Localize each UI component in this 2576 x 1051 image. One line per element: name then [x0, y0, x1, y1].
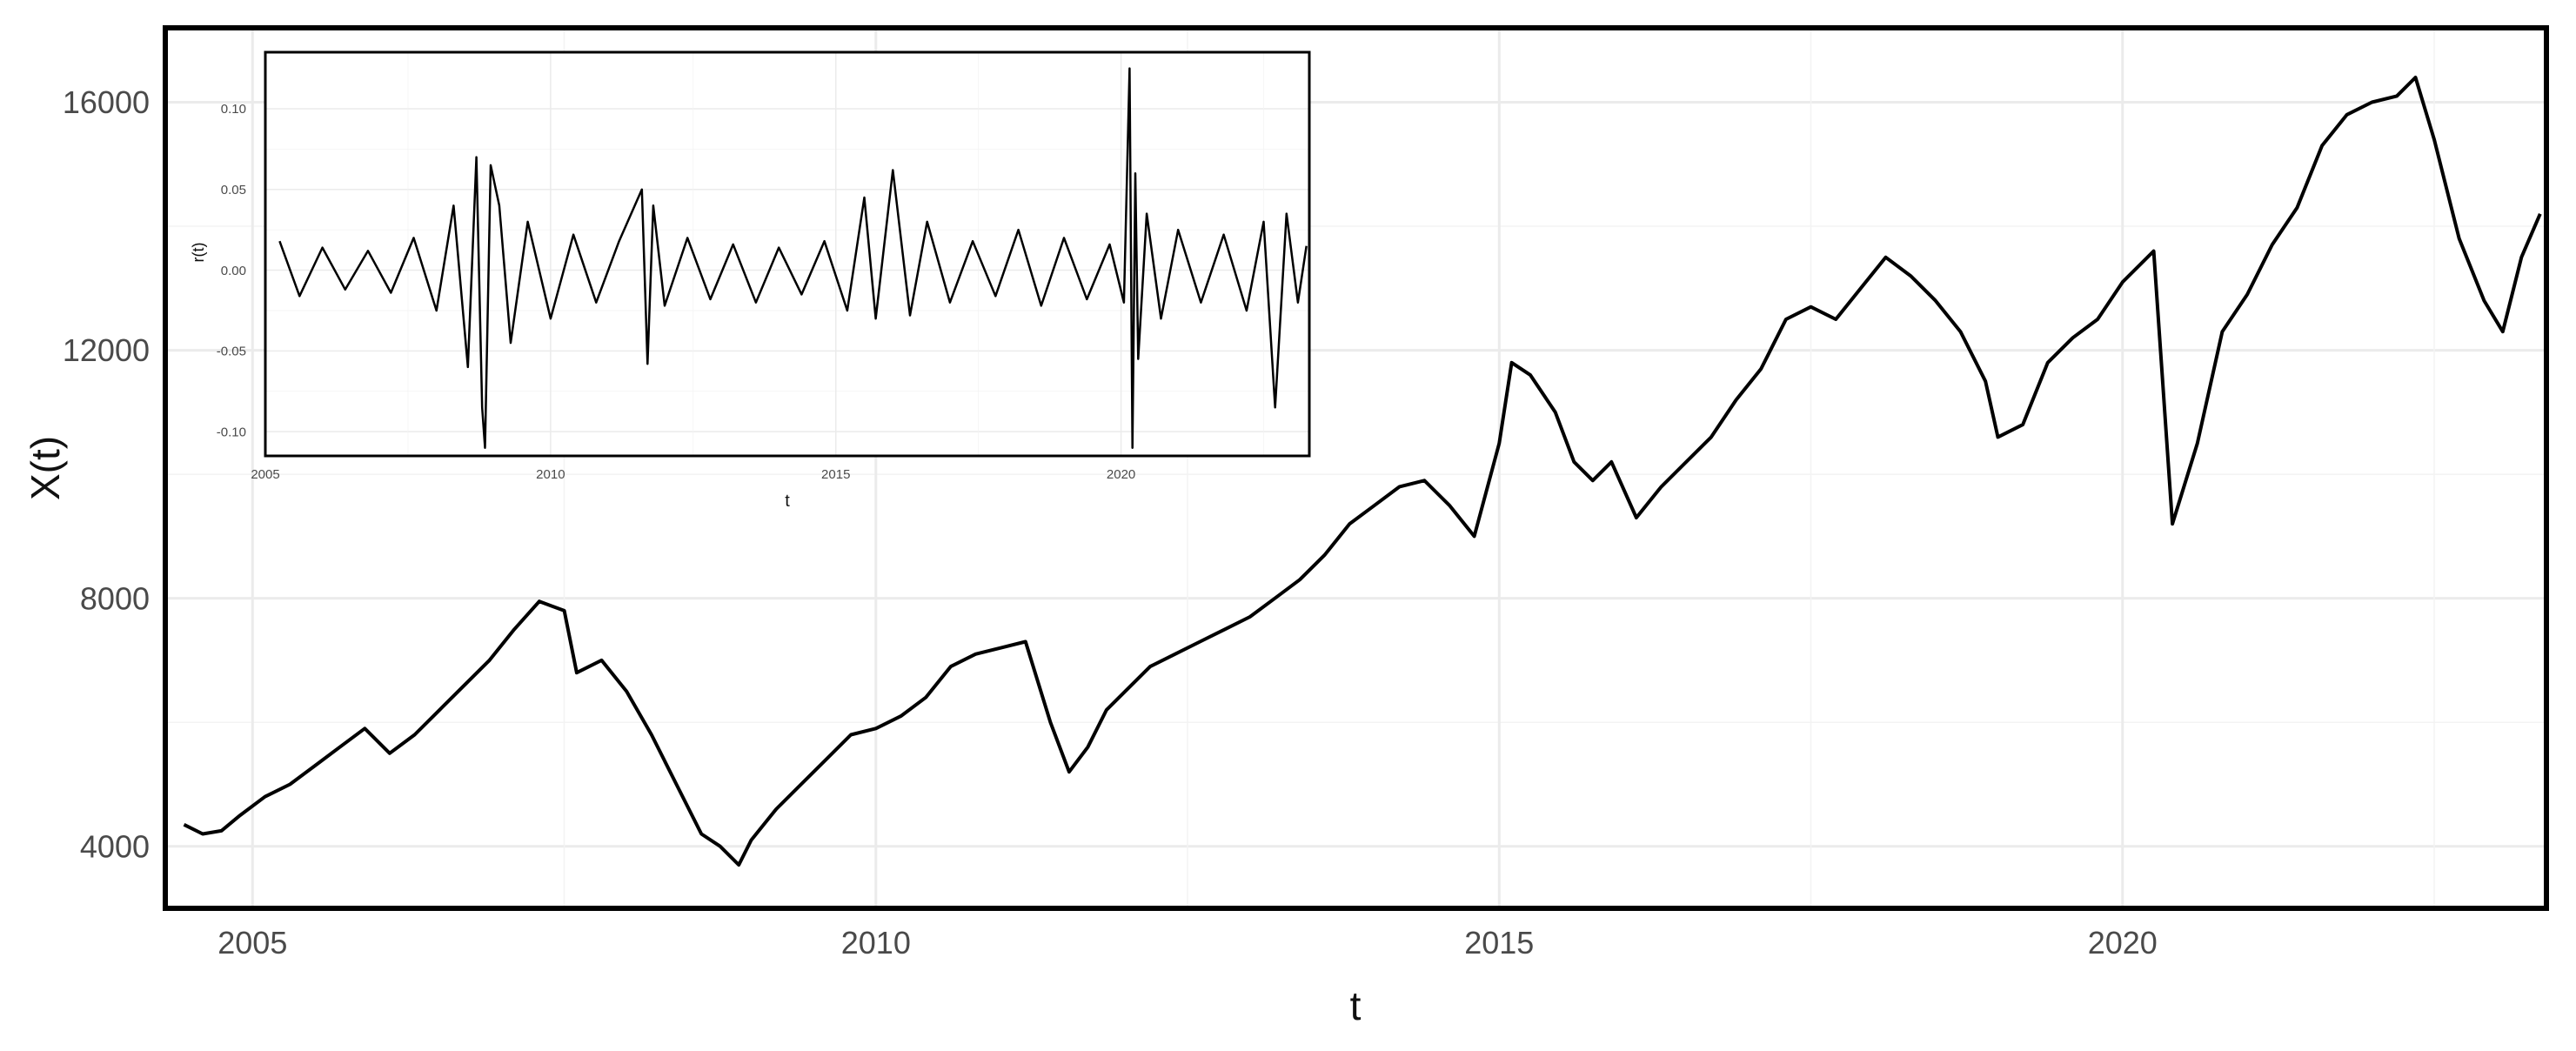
inset-y-axis-title: r(t)	[190, 243, 207, 263]
inset-x-tick-label: 2020	[1107, 467, 1135, 482]
inset-x-tick-label: 2015	[821, 467, 850, 482]
main-plot-border	[163, 25, 2549, 911]
inset-x-tick-label: 2005	[251, 467, 279, 482]
inset-chart: 0.100.050.00-0.05-0.10 2005 2010 2015 2020 …	[190, 50, 1311, 511]
main-x-tick-label: 2020	[2088, 925, 2158, 961]
inset-x-tick-label: 2010	[536, 467, 565, 482]
inset-y-tick-label: -0.10	[217, 425, 246, 439]
main-series-line	[183, 76, 2542, 867]
main-x-tick-label: 2005	[217, 925, 287, 961]
inset-x-axis-title: t	[785, 492, 790, 511]
inset-y-tick-labels: 0.10 0.05 0.00 -0.05 -0.10	[217, 102, 246, 439]
inset-y-tick-label: -0.05	[217, 345, 246, 359]
main-x-tick-labels: 2005 2010 2015 2020	[217, 925, 2158, 961]
main-y-tick-labels: 4000 8000 12000 16000	[63, 84, 150, 864]
inset-y-tick-label: 0.05	[221, 183, 246, 197]
main-y-tick-label: 8000	[80, 580, 150, 616]
inset-x-tick-labels: 2005 2010 2015 2020	[251, 467, 1135, 482]
main-y-tick-label: 12000	[63, 332, 150, 368]
inset-plot-border	[264, 50, 1311, 458]
main-y-tick-label: 4000	[80, 828, 150, 864]
main-x-tick-label: 2010	[841, 925, 911, 961]
main-y-tick-label: 16000	[63, 84, 150, 120]
main-x-axis-title: t	[1350, 983, 1362, 1028]
main-y-axis-title: X(t)	[23, 436, 68, 500]
inset-series-line	[278, 67, 1308, 449]
inset-y-tick-label: 0.00	[221, 264, 246, 278]
main-x-tick-label: 2015	[1464, 925, 1534, 961]
inset-y-tick-label: 0.10	[221, 102, 246, 117]
